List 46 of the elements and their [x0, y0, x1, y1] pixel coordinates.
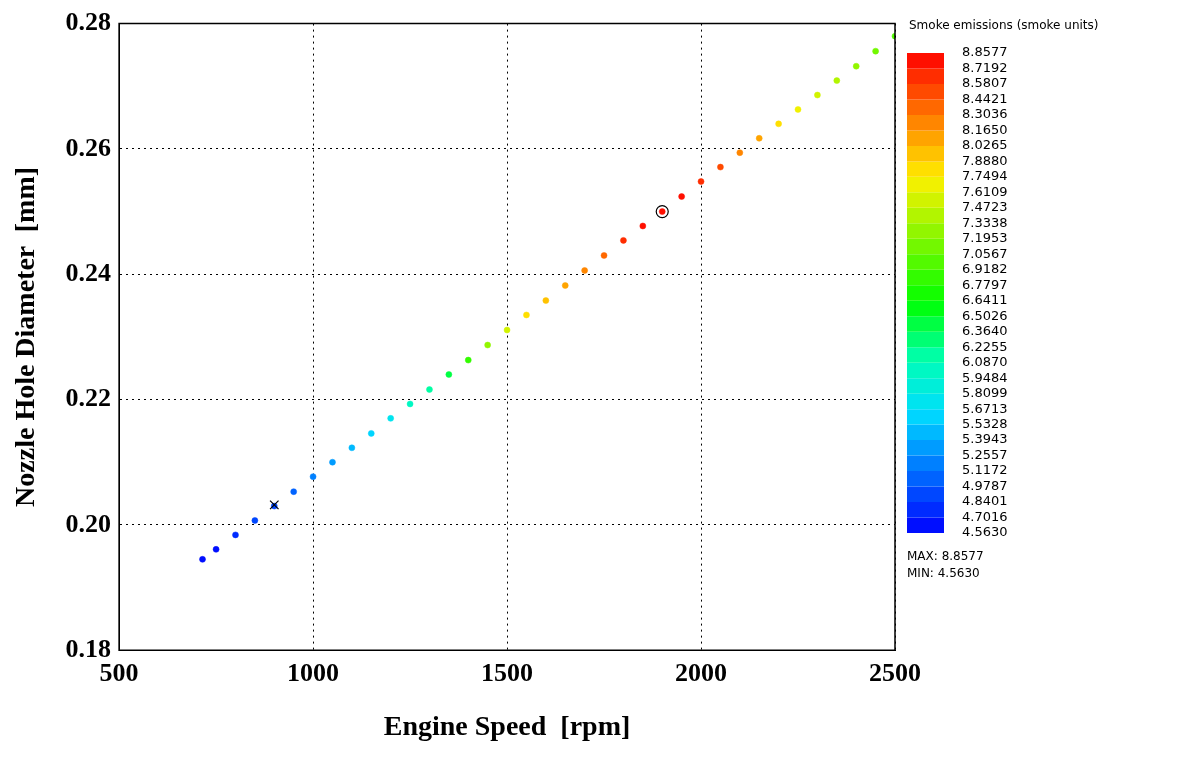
color-bar-label: 5.2557	[962, 446, 1008, 462]
color-bar-label: 6.9182	[962, 261, 1008, 277]
x-tick-label: 2500	[869, 657, 921, 687]
color-bar-title: Smoke emissions (smoke units)	[909, 18, 1099, 33]
y-axis-title: Nozzle Hole Diameter [mm]	[9, 166, 41, 507]
y-tick-label: 0.24	[65, 257, 112, 287]
y-tick-label: 0.22	[65, 383, 112, 413]
color-bar-label: 6.7797	[962, 276, 1008, 292]
color-bar-label: 4.9787	[962, 477, 1008, 493]
color-bar-label: 8.3036	[962, 106, 1008, 122]
color-bar-label: 6.3640	[962, 323, 1008, 339]
x-tick-label: 1000	[287, 657, 340, 687]
color-bar-label: 8.0265	[962, 137, 1008, 153]
color-bar-label: 4.5630	[962, 524, 1008, 540]
color-bar-label: 5.1172	[962, 462, 1008, 478]
x-axis-title: Engine Speed [rpm]	[383, 710, 631, 742]
text: MAX: 8.8577	[907, 549, 984, 564]
color-bar-label: 4.7016	[962, 508, 1008, 524]
color-bar-label: 6.2255	[962, 338, 1008, 354]
color-bar-label: 6.0870	[962, 354, 1008, 370]
text: MIN: 4.5630	[907, 566, 980, 581]
color-bar-label: 7.4723	[962, 199, 1008, 215]
color-bar-label: 7.3338	[962, 214, 1008, 230]
color-bar-label: 4.8401	[962, 493, 1008, 509]
y-tick-label: 0.28	[65, 7, 112, 37]
color-bar-label: 8.7192	[962, 59, 1008, 75]
x-tick-label: 2000	[675, 657, 728, 687]
color-bar-label: 6.5026	[962, 307, 1008, 323]
color-bar-label: 8.1650	[962, 121, 1008, 137]
color-bar-label: 7.6109	[962, 183, 1008, 199]
color-bar-label: 5.3943	[962, 431, 1008, 447]
x-tick-label: 1500	[481, 657, 534, 687]
color-bar-label: 6.6411	[962, 292, 1008, 308]
y-tick-label: 0.26	[65, 132, 112, 162]
y-tick-label: 0.20	[65, 508, 112, 538]
color-bar-label: 7.0567	[962, 245, 1008, 261]
color-bar-label: 5.5328	[962, 415, 1008, 431]
color-bar-label: 7.1953	[962, 230, 1008, 246]
color-bar-label: 5.8099	[962, 385, 1008, 401]
color-bar-label: 8.5807	[962, 75, 1008, 91]
color-bar-label: 7.7494	[962, 168, 1008, 184]
color-bar-label: 5.9484	[962, 369, 1008, 385]
color-bar-label: 8.8577	[962, 44, 1008, 60]
color-bar-label: 5.6713	[962, 400, 1008, 416]
color-bar-label: 8.4421	[962, 90, 1008, 106]
color-bar-label: 7.8880	[962, 152, 1008, 168]
